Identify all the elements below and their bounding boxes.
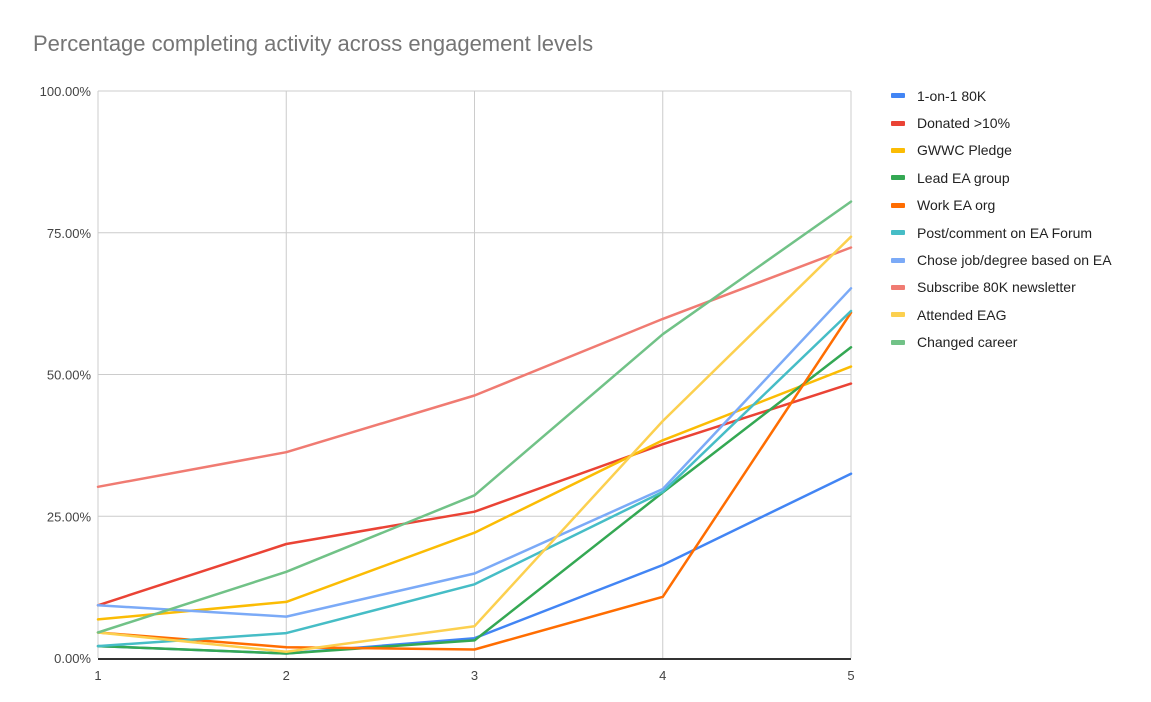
- series-line-chose-job-degree-based-on-ea[interactable]: [96, 287, 853, 618]
- legend-item[interactable]: Subscribe 80K newsletter: [891, 274, 1146, 301]
- legend-label: Chose job/degree based on EA: [917, 252, 1112, 269]
- legend-label: Lead EA group: [917, 169, 1010, 186]
- y-tick-label: 75.00%: [47, 226, 92, 241]
- x-tick-label: 2: [283, 668, 290, 683]
- series-line-gwwc-pledge[interactable]: [96, 365, 853, 621]
- legend-label: Work EA org: [917, 197, 996, 214]
- legend-swatch-icon: [891, 257, 905, 263]
- legend-swatch-icon: [891, 312, 905, 318]
- legend-swatch-icon: [891, 230, 905, 236]
- x-tick-label: 3: [471, 668, 478, 683]
- legend-label: Post/comment on EA Forum: [917, 224, 1093, 241]
- legend-item[interactable]: Chose job/degree based on EA: [891, 246, 1146, 273]
- legend-label: GWWC Pledge: [917, 142, 1012, 159]
- legend-label: Changed career: [917, 334, 1018, 351]
- series-line-changed-career[interactable]: [96, 200, 853, 634]
- series-line-work-ea-org[interactable]: [96, 311, 853, 651]
- legend-item[interactable]: GWWC Pledge: [891, 137, 1146, 164]
- legend: 1-on-1 80K Donated >10% GWWC Pledge Lead EA…: [891, 82, 1146, 356]
- legend-item[interactable]: Donated >10%: [891, 109, 1146, 136]
- legend-label: Attended EAG: [917, 306, 1007, 323]
- legend-swatch-icon: [891, 93, 905, 99]
- legend-item[interactable]: 1-on-1 80K: [891, 82, 1146, 109]
- x-tick-label: 5: [847, 668, 854, 683]
- legend-swatch-icon: [891, 202, 905, 208]
- series-line-subscribe-80k-newsletter[interactable]: [96, 246, 853, 489]
- y-axis-tick-labels: 0.00% 25.00% 50.00% 75.00% 100.00%: [40, 84, 92, 666]
- x-axis-tick-labels: 1 2 3 4 5: [94, 668, 854, 683]
- series-line-lead-ea-group[interactable]: [96, 346, 853, 655]
- gridlines: [97, 90, 852, 658]
- series-lines: [96, 200, 853, 655]
- y-tick-label: 0.00%: [54, 651, 91, 666]
- legend-item[interactable]: Changed career: [891, 329, 1146, 356]
- legend-item[interactable]: Attended EAG: [891, 301, 1146, 328]
- legend-label: 1-on-1 80K: [917, 87, 987, 104]
- legend-swatch-icon: [891, 147, 905, 153]
- series-line-post-comment-on-ea-forum[interactable]: [96, 309, 853, 648]
- y-tick-label: 100.00%: [40, 84, 92, 99]
- legend-item[interactable]: Work EA org: [891, 192, 1146, 219]
- series-line-attended-eag[interactable]: [96, 235, 853, 654]
- series-line-donated-10[interactable]: [96, 382, 853, 607]
- chart-title: Percentage completing activity across en…: [33, 31, 594, 56]
- x-tick-label: 1: [94, 668, 101, 683]
- legend-swatch-icon: [891, 120, 905, 126]
- legend-item[interactable]: Post/comment on EA Forum: [891, 219, 1146, 246]
- legend-label: Subscribe 80K newsletter: [917, 279, 1076, 296]
- legend-item[interactable]: Lead EA group: [891, 164, 1146, 191]
- y-tick-label: 25.00%: [47, 509, 92, 524]
- x-tick-label: 4: [659, 668, 666, 683]
- legend-label: Donated >10%: [917, 115, 1011, 132]
- y-tick-label: 50.00%: [47, 368, 92, 383]
- legend-swatch-icon: [891, 339, 905, 345]
- legend-swatch-icon: [891, 175, 905, 181]
- legend-swatch-icon: [891, 284, 905, 290]
